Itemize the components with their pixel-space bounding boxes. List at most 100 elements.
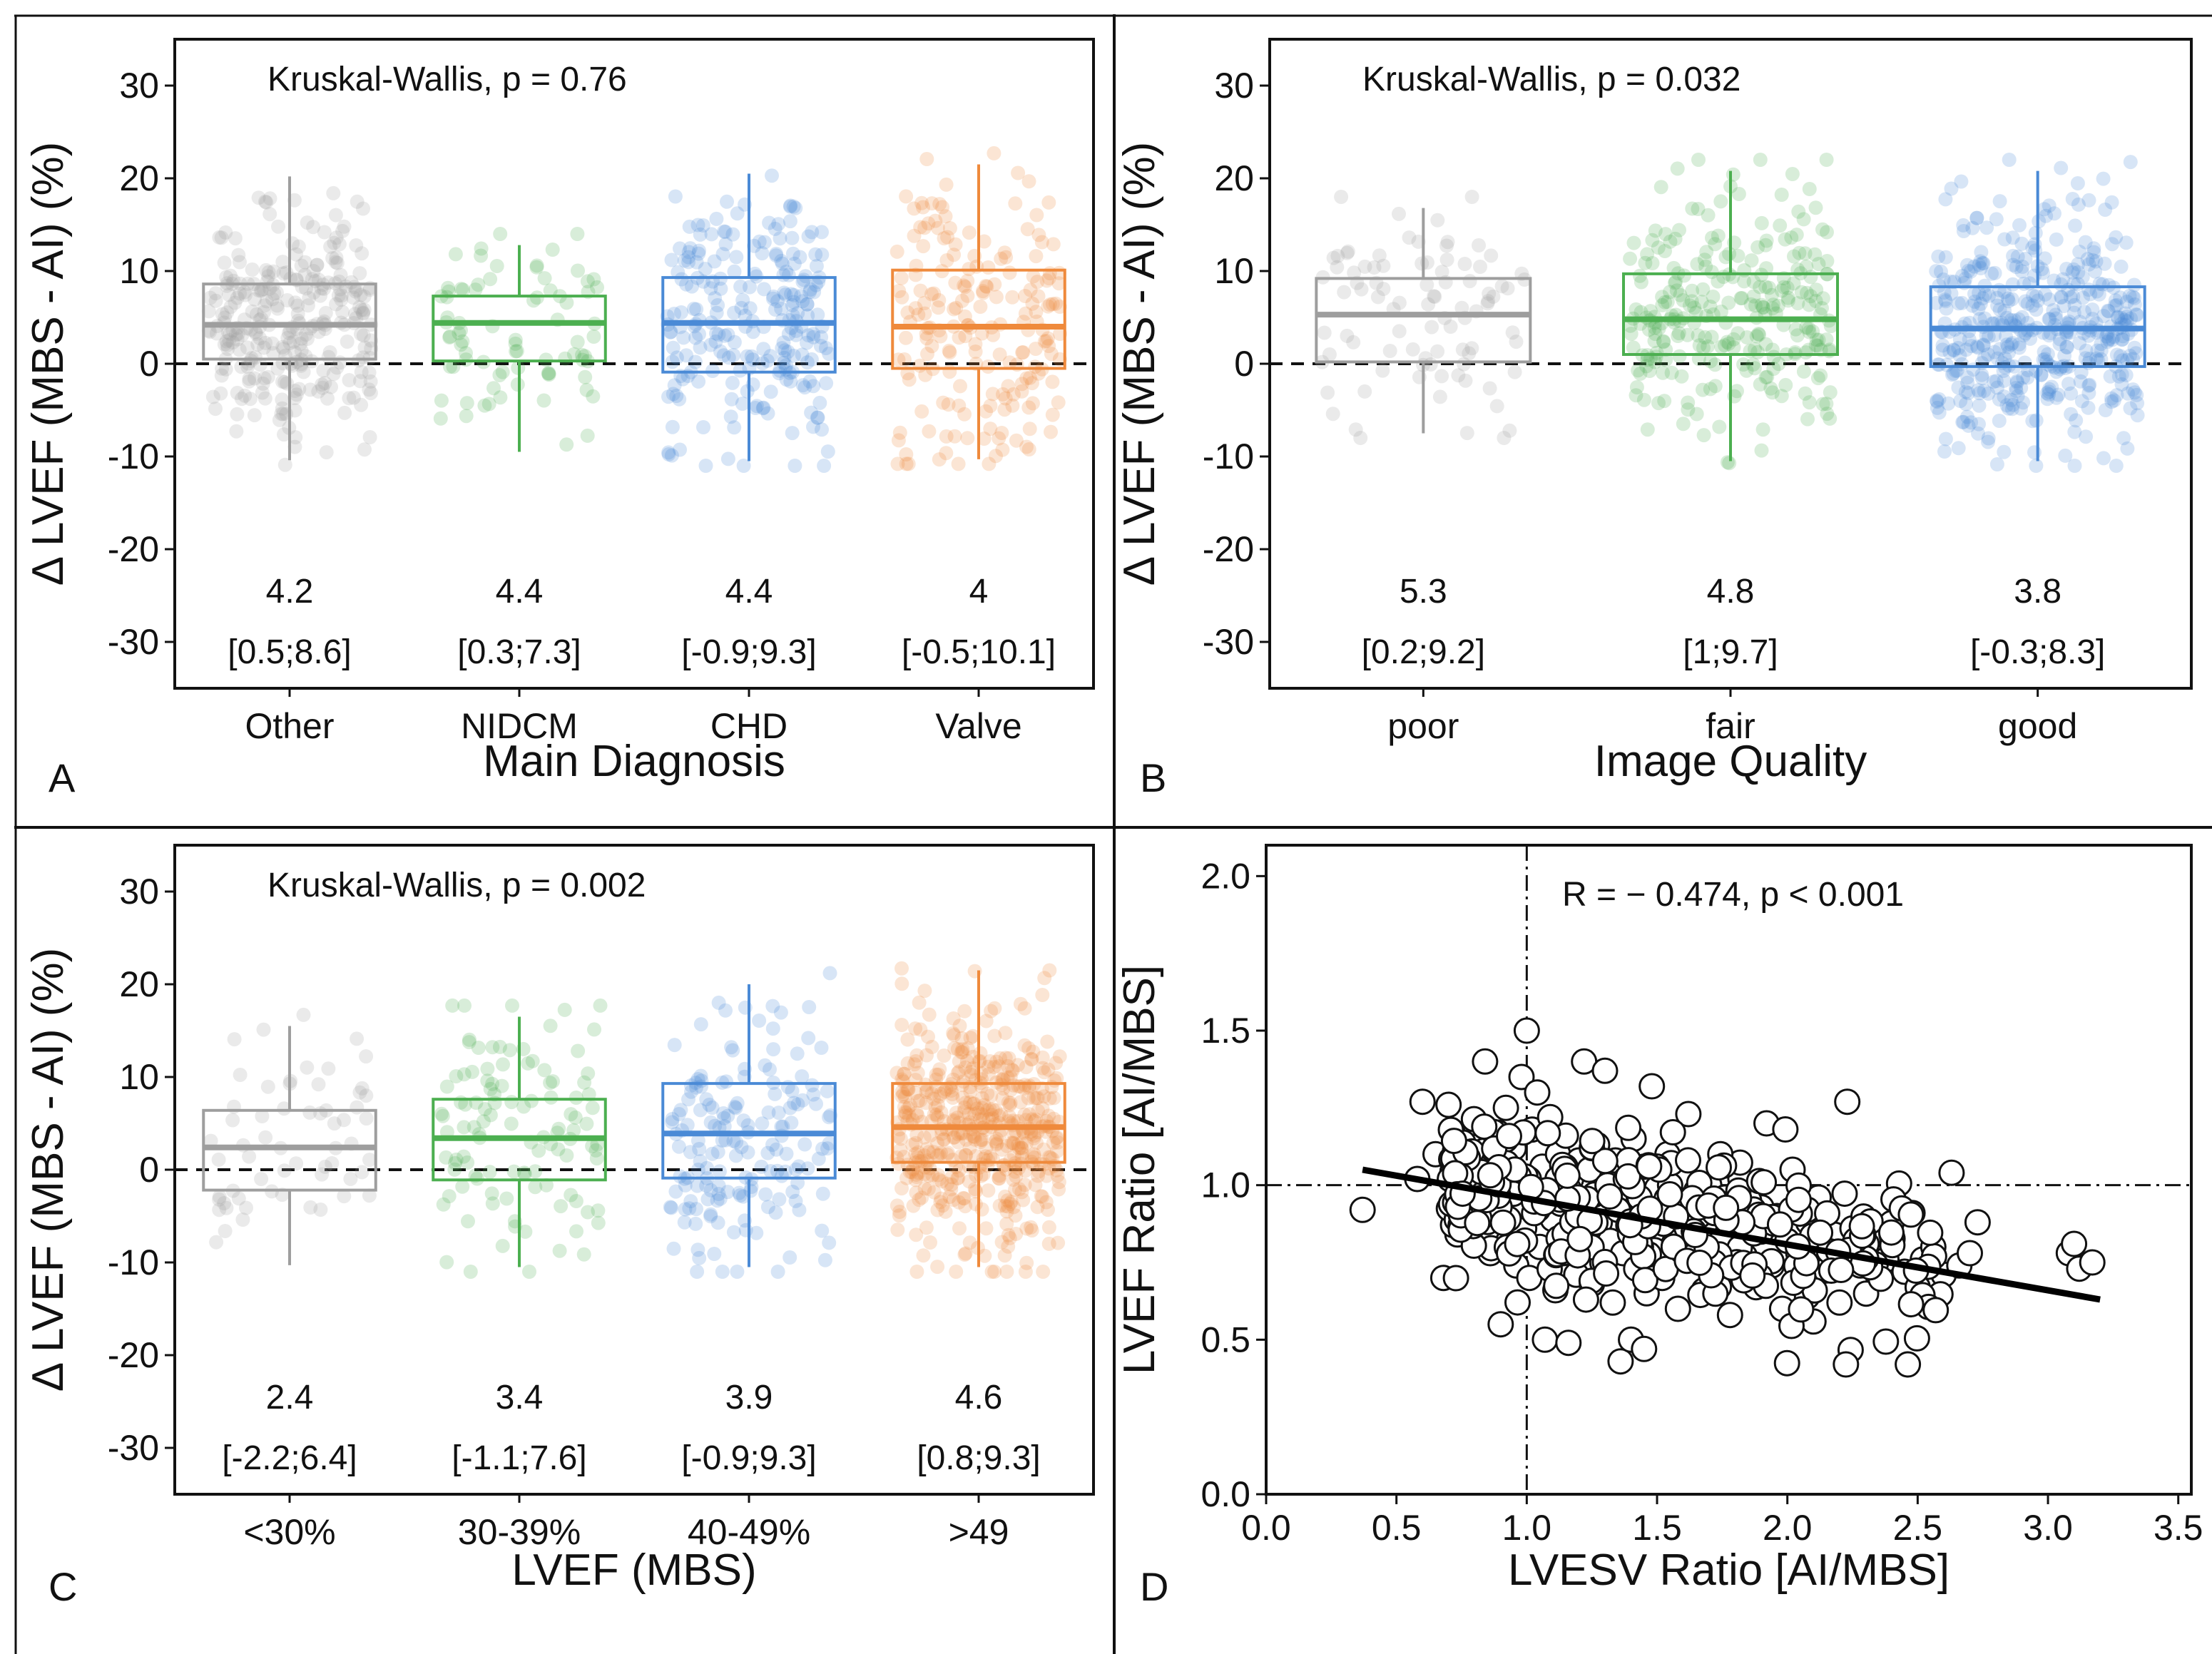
data-point [218, 225, 233, 240]
y-tick-label: -30 [108, 622, 159, 662]
data-point [795, 1093, 810, 1108]
data-point [433, 411, 448, 426]
data-point [356, 305, 370, 320]
data-point [306, 264, 321, 278]
data-point [1658, 227, 1673, 242]
data-point [352, 300, 367, 315]
data-point [735, 292, 750, 307]
x-category-label: poor [1387, 706, 1459, 746]
data-point [728, 1099, 743, 1114]
data-point [800, 308, 815, 323]
data-point [810, 410, 825, 425]
data-point [999, 1204, 1014, 1219]
data-point [1019, 439, 1034, 454]
data-point [727, 264, 742, 279]
data-point [987, 1028, 1002, 1043]
data-point [940, 1145, 955, 1160]
data-point [1973, 254, 1988, 269]
data-point [705, 1101, 720, 1115]
data-point [1001, 1199, 1016, 1214]
data-point [214, 368, 229, 383]
y-tick-label: 0 [139, 1150, 159, 1190]
data-point [814, 1041, 829, 1055]
data-point [1973, 261, 1988, 275]
data-point [1708, 357, 1723, 372]
data-point [1458, 373, 1473, 388]
data-point [1482, 381, 1497, 396]
data-point [1685, 201, 1700, 216]
data-point [219, 334, 234, 349]
data-point [931, 1168, 945, 1183]
data-point [1958, 384, 1973, 399]
data-point [471, 277, 486, 292]
data-point [979, 279, 994, 293]
data-point [1932, 392, 1947, 407]
median-value-label: 4.8 [1707, 573, 1755, 611]
data-point [495, 1238, 510, 1253]
data-point [945, 1153, 960, 1168]
data-point [892, 1205, 907, 1219]
data-point [812, 395, 827, 410]
data-point [1041, 1161, 1056, 1176]
data-point [2130, 396, 2145, 411]
data-point [760, 1200, 775, 1215]
data-point [913, 1022, 928, 1037]
data-point [212, 1189, 227, 1204]
data-point [1370, 290, 1385, 305]
data-point [589, 1151, 604, 1166]
data-point [529, 290, 544, 305]
data-point [768, 1086, 783, 1101]
data-point [949, 1265, 964, 1279]
data-point [942, 1190, 957, 1204]
data-point [1039, 273, 1054, 288]
data-point [933, 1086, 948, 1101]
data-point [976, 1112, 991, 1127]
data-point [342, 391, 357, 406]
data-point [954, 1149, 969, 1164]
data-point [2042, 384, 2056, 399]
data-point [1668, 231, 1683, 246]
data-point [1976, 256, 1991, 271]
data-point [1011, 1138, 1026, 1153]
data-point [999, 1217, 1014, 1231]
data-point [989, 449, 1003, 464]
data-point [1774, 389, 1789, 404]
scatter-point [1492, 1094, 1519, 1121]
data-point [774, 1119, 789, 1134]
data-point [1987, 265, 2002, 280]
data-point [664, 1200, 679, 1215]
data-point [1733, 291, 1748, 306]
data-point [248, 325, 263, 340]
data-point [916, 239, 931, 254]
data-point [715, 1265, 730, 1279]
data-point [485, 1040, 500, 1055]
data-point [765, 168, 779, 183]
data-point [1954, 295, 1969, 310]
data-point [253, 357, 267, 372]
data-point [2041, 357, 2056, 372]
data-point [1722, 456, 1737, 471]
data-point [707, 254, 722, 269]
scatter-point [1826, 1289, 1853, 1316]
data-point [1658, 244, 1672, 258]
data-point [296, 1007, 311, 1022]
data-point [983, 399, 998, 414]
data-point [921, 1168, 936, 1183]
data-point [1992, 392, 2007, 407]
data-point [678, 1202, 693, 1217]
data-point [709, 326, 723, 341]
data-point [1648, 223, 1663, 238]
data-point [711, 1178, 726, 1193]
data-point [728, 1101, 743, 1116]
data-point [895, 976, 909, 991]
data-point [1402, 230, 1417, 245]
data-point [720, 194, 734, 209]
data-point [586, 389, 601, 404]
data-point [1808, 294, 1823, 308]
data-point [980, 1086, 995, 1101]
data-point [966, 1129, 981, 1143]
data-point [1024, 1127, 1039, 1142]
data-point [290, 298, 305, 313]
data-point [1420, 277, 1434, 292]
scatter-point [1877, 1219, 1905, 1246]
